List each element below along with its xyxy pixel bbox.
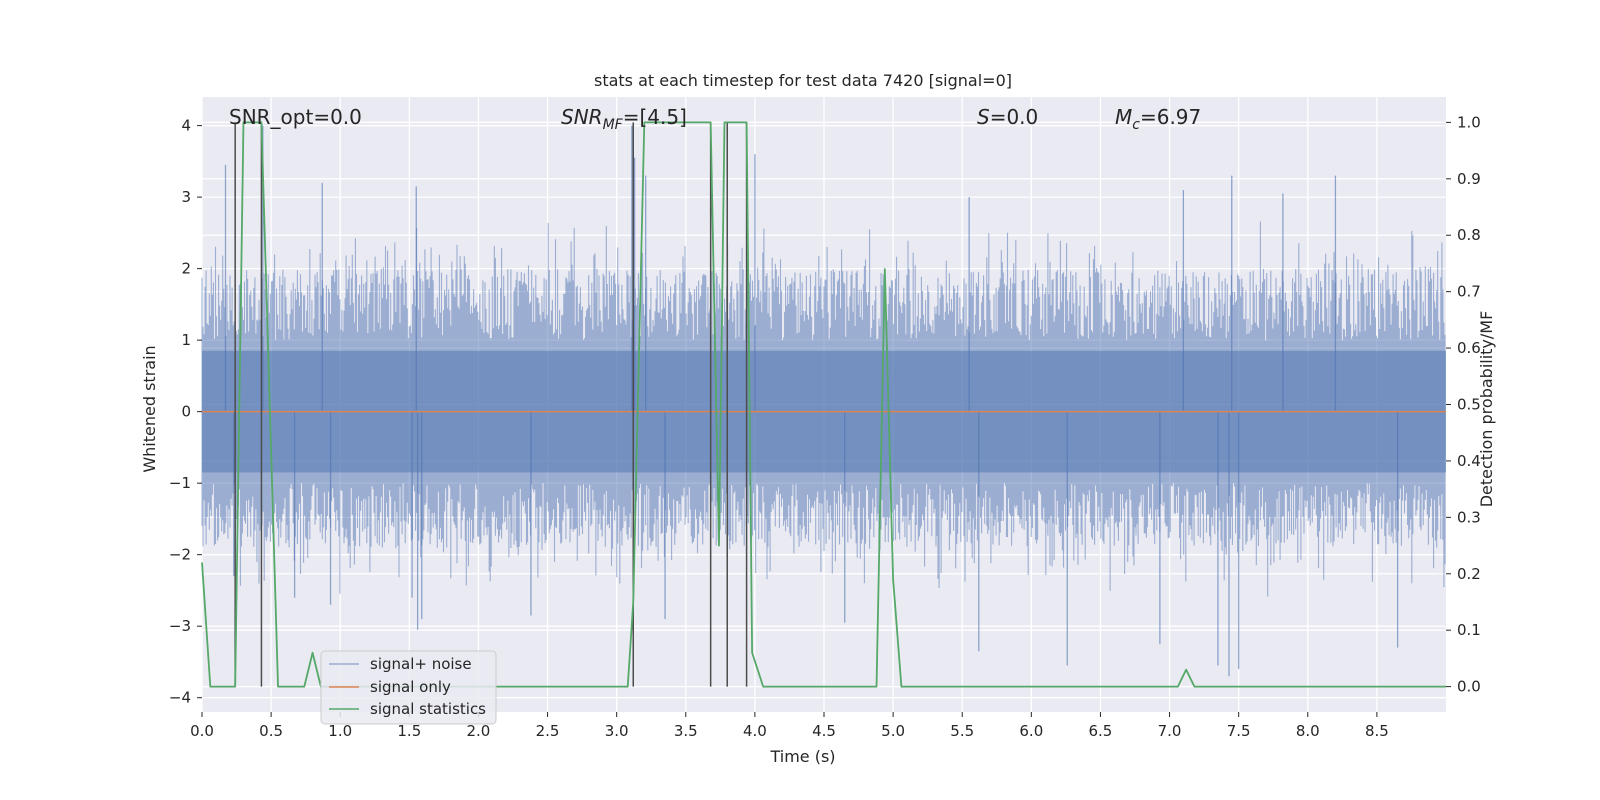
legend: signal+ noise signal only signal statist… [320,650,497,725]
x-tick-label: 7.0 [1158,722,1182,740]
y-right-tick-label: 0.7 [1457,283,1481,301]
x-tick-label: 0.0 [190,722,214,740]
y-left-tick-label: −1 [169,474,191,492]
s-value: =0.0 [990,105,1039,129]
x-tick-label: 4.5 [812,722,836,740]
y-left-tick-label: −4 [169,689,191,707]
y-right-axis-label: Detection probability/MF [1477,311,1496,508]
y-right-tick-label: 0.5 [1457,396,1481,414]
y-right-tick-label: 1.0 [1457,113,1481,131]
annotation-snr-mf: SNRMF=[4.5] [561,105,687,133]
y-right-tick-label: 0.2 [1457,565,1481,583]
legend-label-signal-noise: signal+ noise [370,655,472,673]
signal-statistics-line [201,121,1446,688]
x-axis-ticks: 0.0 0.5 1.0 1.5 2.0 2.5 3.0 3.5 4.0 4.5 5.0 5.5 6.0 6… [190,712,1389,740]
mc-value: =6.97 [1140,105,1201,129]
y-left-axis-ticks: −4 −3 −2 −1 0 1 2 3 4 [169,117,202,707]
legend-box [320,650,497,725]
x-tick-label: 3.5 [674,722,698,740]
y-left-tick-label: −3 [169,617,191,635]
mc-sub: c [1132,117,1140,133]
mc-base: M [1115,105,1132,129]
legend-label-signal-only: signal only [370,678,451,696]
y-right-tick-label: 0.9 [1457,170,1481,188]
snr-mf-sub: MF [603,117,624,133]
y-right-axis-ticks: 0.0 0.1 0.2 0.3 0.4 0.5 0.6 0.7 0.8 0.9 1.0 [1446,113,1481,696]
x-axis-label: Time (s) [769,747,835,766]
y-left-tick-label: 1 [181,331,191,349]
y-right-tick-label: 0.8 [1457,226,1481,244]
x-tick-label: 8.5 [1365,722,1389,740]
s-var: S [977,105,990,129]
chart-title: stats at each timestep for test data 742… [594,71,1012,90]
x-tick-label: 4.0 [743,722,767,740]
x-tick-label: 6.0 [1019,722,1043,740]
y-left-tick-label: 3 [181,188,191,206]
snr-mf-value: =[4.5] [623,105,687,129]
y-right-tick-label: 0.3 [1457,508,1481,526]
y-left-tick-label: 2 [181,260,191,278]
x-tick-label: 2.5 [536,722,560,740]
annotation-s: S=0.0 [977,105,1038,129]
legend-label-signal-statistics: signal statistics [370,700,486,718]
snr-mf-base: SNR [561,105,603,129]
y-left-axis-label: Whitened strain [140,345,159,472]
x-tick-label: 6.5 [1089,722,1113,740]
y-left-tick-label: 4 [181,117,191,135]
x-tick-label: 1.5 [397,722,421,740]
y-right-tick-label: 0.1 [1457,621,1481,639]
x-tick-label: 2.0 [467,722,491,740]
y-right-tick-label: 0.4 [1457,452,1481,470]
x-tick-label: 1.0 [328,722,352,740]
annotation-mc: Mc=6.97 [1115,105,1201,133]
x-tick-label: 0.5 [259,722,283,740]
x-tick-label: 7.5 [1227,722,1251,740]
y-right-tick-label: 0.0 [1457,678,1481,696]
y-left-tick-label: 0 [181,403,191,421]
annotation-snr-opt: SNR_opt=0.0 [229,105,362,129]
x-tick-label: 5.5 [950,722,974,740]
x-tick-label: 5.0 [881,722,905,740]
y-left-tick-label: −2 [169,546,191,564]
x-tick-label: 8.0 [1296,722,1320,740]
x-tick-label: 3.0 [605,722,629,740]
noise-trace [201,221,1446,597]
signal-statistics-series [201,121,1446,688]
y-right-tick-label: 0.6 [1457,339,1481,357]
